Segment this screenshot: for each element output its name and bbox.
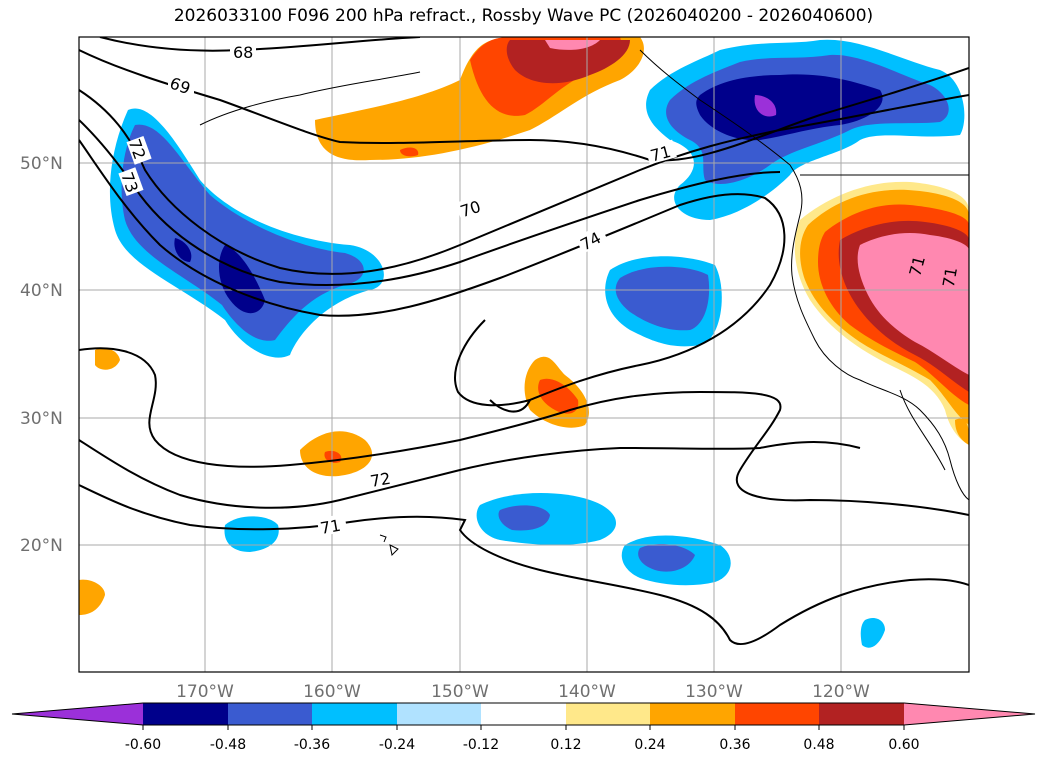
colorbar-segment [735,703,819,725]
map-frame [78,36,970,673]
contour-label: 71 [939,266,961,289]
contour-label: 72 [369,469,392,491]
colorbar-tick-label: -0.48 [210,737,246,753]
colorbar-tick-label: -0.12 [463,737,499,753]
colorbar-segment [819,703,904,725]
colorbar-tick-label: 0.12 [550,737,581,753]
lon-labels: 170°W 160°W 150°W 140°W 130°W 120°W [176,682,870,702]
colorbar-segment [566,703,650,725]
lat-label: 40°N [20,281,63,301]
colorbar: -0.60 -0.48 -0.36 -0.24 -0.12 0.12 0.24 … [11,702,1036,753]
colorbar-tick-label: -0.24 [379,737,415,753]
lon-label: 170°W [176,682,234,702]
lat-label: 50°N [20,154,63,174]
gridlines [79,37,969,672]
colorbar-tick-label: 0.36 [719,737,750,753]
colorbar-segment [228,703,312,725]
lon-label: 120°W [812,682,870,702]
lon-label: 140°W [558,682,616,702]
colorbar-segment [312,703,397,725]
colorbar-segment [143,703,228,725]
lat-labels: 50°N 40°N 30°N 20°N [20,154,63,556]
contour-labels: 68 69 72 73 70 71 74 72 71 71 71 [117,42,961,538]
lon-label: 150°W [431,682,489,702]
lat-label: 20°N [20,536,63,556]
colorbar-tick-label: 0.60 [888,737,919,753]
contour-label: 68 [233,43,253,62]
refractivity-contours [79,37,969,645]
colorbar-tick-label: -0.36 [294,737,330,753]
contour-label: 71 [319,516,342,538]
colorbar-tick-label: 0.48 [803,737,834,753]
colorbar-segment [397,703,481,725]
colorbar-segment [481,703,566,725]
colorbar-tick-label: 0.24 [634,737,665,753]
colorbar-extend-min [12,703,143,725]
coastlines [199,49,969,557]
colorbar-extend-max [904,703,1035,725]
colorbar-segment [650,703,735,725]
colorbar-tick-label: -0.60 [125,737,161,753]
lon-label: 130°W [685,682,743,702]
contour-label: 71 [905,254,929,279]
map-title: 2026033100 F096 200 hPa refract., Rossby… [173,6,874,26]
lat-label: 30°N [20,409,63,429]
lon-label: 160°W [303,682,361,702]
contour-label: 71 [648,142,673,166]
